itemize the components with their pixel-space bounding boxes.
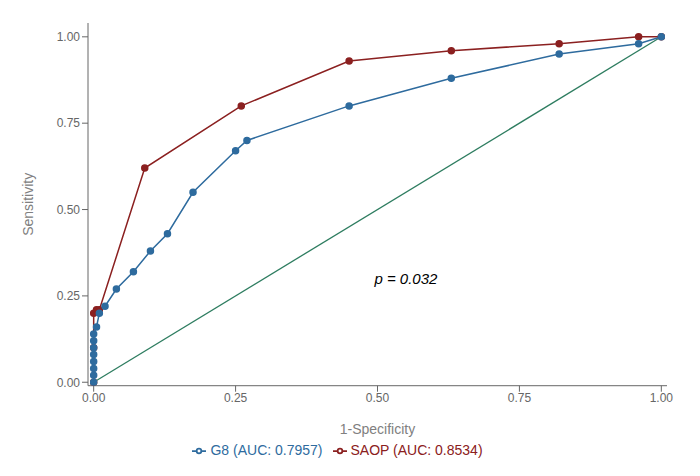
svg-text:0.25: 0.25 bbox=[57, 289, 81, 303]
svg-text:0.25: 0.25 bbox=[224, 391, 248, 405]
svg-text:0.00: 0.00 bbox=[57, 376, 81, 390]
svg-text:1-Specificity: 1-Specificity bbox=[340, 421, 415, 437]
svg-text:0.50: 0.50 bbox=[57, 203, 81, 217]
html-text:SAOP (AUC: 0.8534): SAOP (AUC: 0.8534) bbox=[350, 441, 483, 458]
svg-text:0.75: 0.75 bbox=[508, 391, 532, 405]
html-text:G8 (AUC: 0.7957): G8 (AUC: 0.7957) bbox=[210, 441, 323, 458]
svg-text:0.00: 0.00 bbox=[82, 391, 106, 405]
svg-text:1.00: 1.00 bbox=[650, 391, 674, 405]
svg-text:p = 0.032: p = 0.032 bbox=[373, 270, 438, 287]
svg-text:Sensitivity: Sensitivity bbox=[20, 173, 36, 236]
svg-text:1.00: 1.00 bbox=[57, 30, 81, 44]
svg-text:0.50: 0.50 bbox=[366, 391, 390, 405]
svg-text:0.75: 0.75 bbox=[57, 116, 81, 130]
